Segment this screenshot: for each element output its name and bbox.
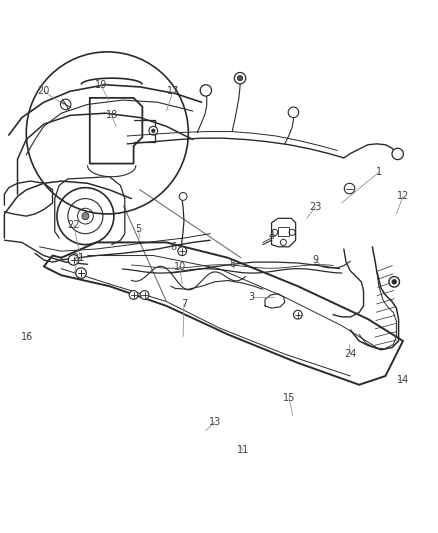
Circle shape xyxy=(76,268,86,278)
Circle shape xyxy=(179,192,187,200)
Circle shape xyxy=(152,129,155,133)
Circle shape xyxy=(178,247,187,255)
Text: 23: 23 xyxy=(309,203,321,212)
Text: 1: 1 xyxy=(376,167,382,177)
Text: 9: 9 xyxy=(312,255,318,265)
Circle shape xyxy=(392,280,396,284)
Text: 18: 18 xyxy=(106,110,118,120)
Text: 14: 14 xyxy=(397,375,409,385)
Circle shape xyxy=(344,183,355,194)
Circle shape xyxy=(68,255,79,265)
Circle shape xyxy=(82,213,89,220)
Circle shape xyxy=(392,148,403,159)
Circle shape xyxy=(140,290,149,300)
Text: 4: 4 xyxy=(268,231,275,241)
Text: 19: 19 xyxy=(95,80,107,90)
Circle shape xyxy=(293,310,302,319)
Text: 5: 5 xyxy=(135,224,141,235)
Text: 7: 7 xyxy=(181,298,187,309)
Circle shape xyxy=(234,72,246,84)
Text: 3: 3 xyxy=(249,292,255,302)
Text: 11: 11 xyxy=(237,446,249,456)
Circle shape xyxy=(389,277,399,287)
Text: 24: 24 xyxy=(344,349,357,359)
Circle shape xyxy=(129,290,138,300)
Text: 22: 22 xyxy=(67,220,80,230)
Text: 8: 8 xyxy=(229,260,235,269)
Text: 13: 13 xyxy=(208,417,221,427)
Text: 15: 15 xyxy=(283,393,295,403)
Circle shape xyxy=(149,126,158,135)
Circle shape xyxy=(237,76,243,81)
Text: 17: 17 xyxy=(167,86,179,96)
Text: 6: 6 xyxy=(170,242,176,252)
Circle shape xyxy=(288,107,299,118)
Text: 20: 20 xyxy=(38,86,50,96)
Text: 16: 16 xyxy=(21,332,33,342)
Text: 10: 10 xyxy=(173,262,186,271)
Circle shape xyxy=(200,85,212,96)
Text: 21: 21 xyxy=(72,253,84,263)
Text: 12: 12 xyxy=(397,191,409,201)
